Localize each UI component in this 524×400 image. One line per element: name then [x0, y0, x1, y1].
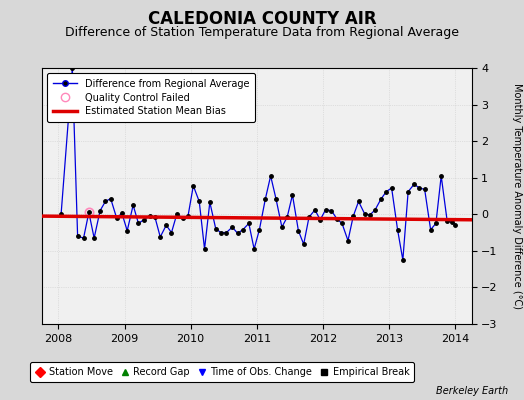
Text: Difference of Station Temperature Data from Regional Average: Difference of Station Temperature Data f… [65, 26, 459, 39]
Text: Berkeley Earth: Berkeley Earth [436, 386, 508, 396]
Text: CALEDONIA COUNTY AIR: CALEDONIA COUNTY AIR [148, 10, 376, 28]
Legend: Station Move, Record Gap, Time of Obs. Change, Empirical Break: Station Move, Record Gap, Time of Obs. C… [30, 362, 414, 382]
Y-axis label: Monthly Temperature Anomaly Difference (°C): Monthly Temperature Anomaly Difference (… [512, 83, 522, 309]
